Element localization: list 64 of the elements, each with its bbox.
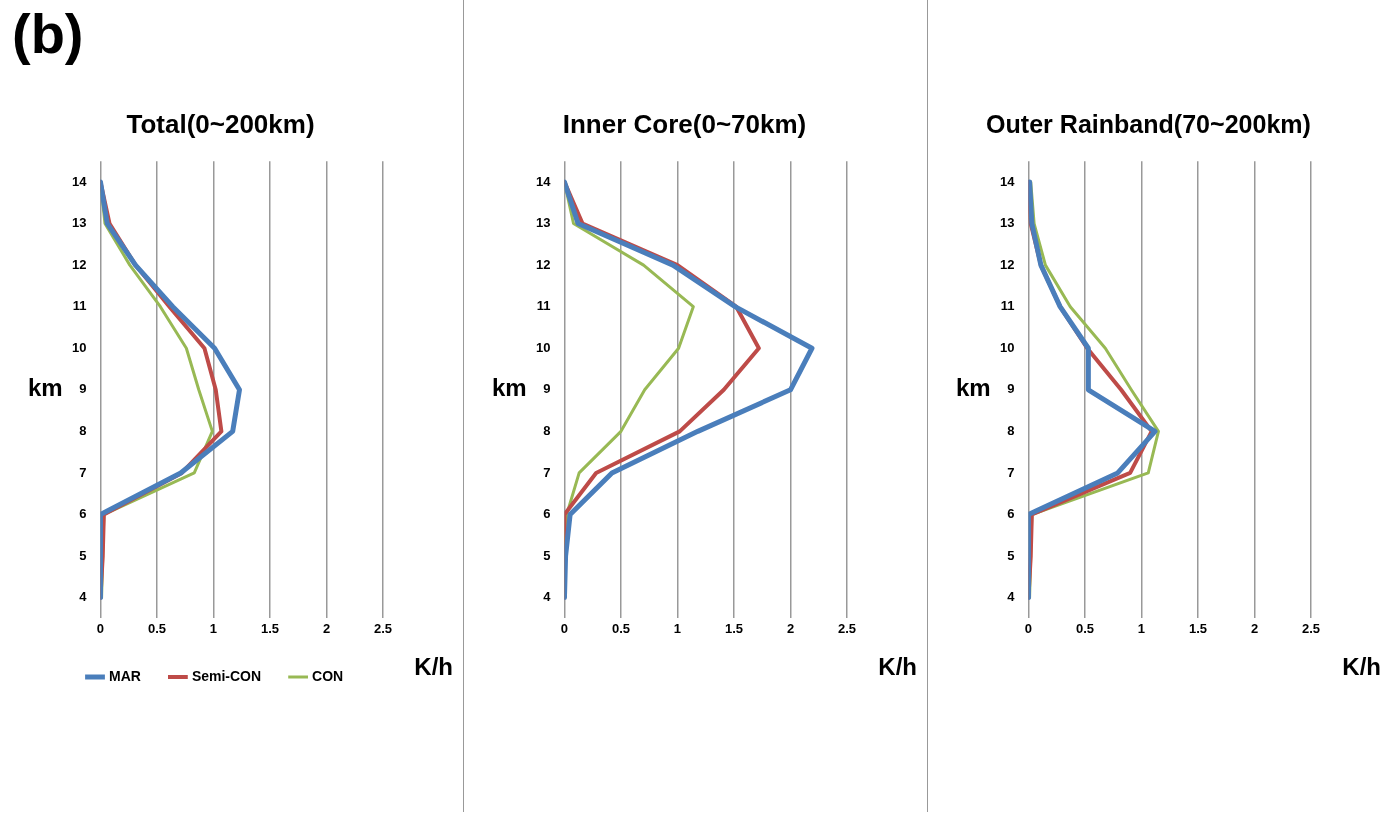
y-axis-title: km	[28, 374, 63, 402]
x-tick-label: 1	[1137, 620, 1146, 636]
y-tick-label: 14	[535, 173, 552, 189]
y-tick-label: 8	[1007, 422, 1015, 438]
text: (b)	[12, 2, 84, 65]
chart-title: Outer Rainband(70~200km)	[986, 109, 1311, 138]
x-tick-label: 0.5	[147, 620, 167, 636]
y-tick-label: 12	[71, 256, 87, 272]
y-tick-label: 10	[71, 339, 87, 355]
y-axis-title: km	[956, 374, 991, 402]
x-tick-label: 2	[1250, 620, 1259, 636]
x-tick-label: 0.5	[611, 620, 631, 636]
y-tick-label: 11	[72, 298, 87, 314]
chart-title: Total(0~200km)	[126, 108, 315, 139]
y-tick-label: 13	[535, 215, 551, 231]
y-tick-label: 6	[1007, 506, 1015, 522]
y-tick-label: 8	[79, 422, 87, 438]
y-tick-label: 6	[79, 506, 87, 522]
y-tick-label: 12	[535, 256, 551, 272]
x-axis-title: K/h	[414, 653, 453, 681]
chart-title: Inner Core(0~70km)	[562, 108, 807, 139]
y-tick-label: 4	[79, 589, 88, 605]
y-tick-label: 4	[543, 589, 552, 605]
y-tick-label: 11	[1000, 298, 1015, 314]
x-tick-label: 2.5	[1301, 620, 1321, 636]
y-tick-label: 12	[999, 256, 1015, 272]
y-tick-label: 13	[71, 215, 87, 231]
x-tick-label: 1.5	[1188, 620, 1208, 636]
x-tick-label: 2.5	[373, 620, 393, 636]
y-tick-label: 7	[79, 464, 87, 480]
legend-label: CON	[312, 667, 344, 684]
y-tick-label: 7	[543, 464, 551, 480]
y-tick-label: 6	[543, 506, 551, 522]
x-tick-label: 2.5	[837, 620, 857, 636]
y-tick-label: 11	[536, 298, 551, 314]
y-tick-label: 5	[543, 547, 551, 563]
x-tick-label: 0	[1024, 620, 1033, 636]
y-tick-label: 9	[543, 381, 551, 397]
x-axis-title: K/h	[878, 653, 917, 681]
y-tick-label: 8	[543, 422, 551, 438]
y-tick-label: 10	[999, 339, 1015, 355]
y-tick-label: 14	[999, 173, 1016, 189]
x-tick-label: 1.5	[724, 620, 744, 636]
x-tick-label: 0	[560, 620, 569, 636]
x-tick-label: 0.5	[1075, 620, 1095, 636]
y-tick-label: 4	[1007, 589, 1016, 605]
y-tick-label: 7	[1007, 464, 1015, 480]
x-tick-label: 2	[322, 620, 331, 636]
x-tick-label: 1	[673, 620, 682, 636]
x-tick-label: 2	[786, 620, 795, 636]
y-axis-title: km	[492, 374, 527, 402]
x-tick-label: 1	[209, 620, 218, 636]
x-tick-label: 0	[96, 620, 105, 636]
x-tick-label: 1.5	[260, 620, 280, 636]
y-tick-label: 10	[535, 339, 551, 355]
y-tick-label: 5	[79, 547, 87, 563]
y-tick-label: 5	[1007, 547, 1015, 563]
y-tick-label: 9	[79, 381, 87, 397]
y-tick-label: 13	[999, 215, 1015, 231]
legend-label: Semi-CON	[191, 667, 262, 684]
y-tick-label: 14	[71, 173, 88, 189]
y-tick-label: 9	[1007, 381, 1015, 397]
legend-label: MAR	[109, 667, 141, 684]
x-axis-title: K/h	[1342, 653, 1381, 681]
